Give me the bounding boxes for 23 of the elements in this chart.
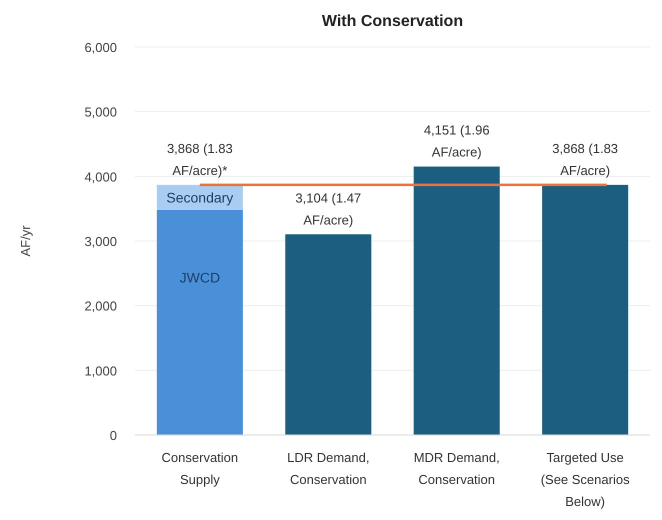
y-tick-label: 6,000	[84, 40, 117, 55]
total-label: 3,104 (1.47 AF/acre)	[295, 190, 362, 228]
total-label: 3,868 (1.83 AF/acre)*	[166, 140, 233, 178]
x-tick-label: Targeted Use (See Scenarios Below)	[540, 450, 630, 509]
y-tick-label: 2,000	[84, 298, 117, 314]
chart-title: With Conservation	[322, 13, 464, 30]
series-label: JWCD	[180, 269, 220, 286]
total-label: 3,868 (1.83 AF/acre)	[552, 140, 618, 178]
bar	[156, 210, 243, 435]
y-tick-label: 0	[110, 428, 117, 443]
x-tick-label: Conservation Supply	[162, 450, 238, 487]
bar	[414, 166, 500, 435]
x-tick-label: LDR Demand, Conservation	[287, 450, 370, 487]
bar	[542, 184, 628, 435]
bar	[285, 234, 372, 435]
y-tick-label: 5,000	[84, 104, 117, 120]
x-tick-label: MDR Demand, Conservation	[414, 450, 500, 487]
y-tick-label: 4,000	[84, 169, 117, 184]
total-label: 4,151 (1.96 AF/acre)	[424, 122, 490, 160]
y-axis-title: AF/yr	[18, 224, 33, 257]
series-label: Secondary	[166, 189, 234, 206]
y-tick-label: 3,000	[84, 234, 117, 249]
y-tick-label: 1,000	[84, 363, 117, 378]
